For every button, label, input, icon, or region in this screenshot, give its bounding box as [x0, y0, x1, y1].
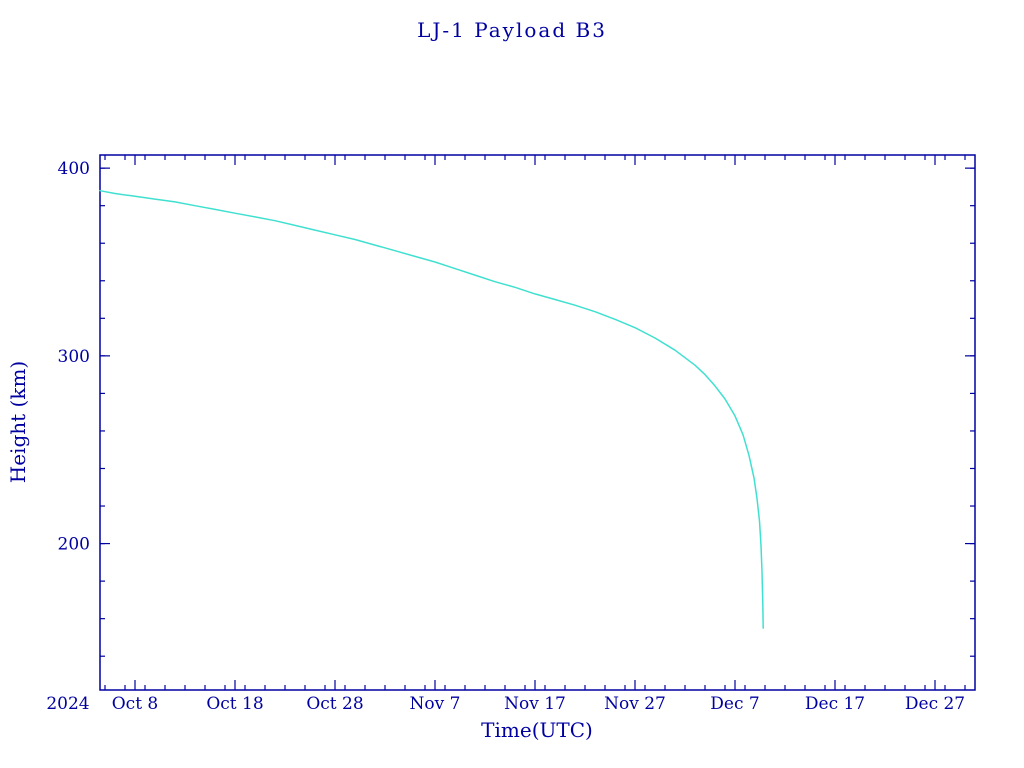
axes: Oct 8 Oct 18 Oct 28 Nov 7 Nov 17 Nov 27 Dec 7 D…	[58, 154, 976, 714]
x-tick-label: Dec 27	[905, 694, 965, 714]
decay-curve	[99, 189, 764, 629]
x-axis-year-label: 2024	[46, 694, 89, 714]
height-decay-line	[99, 189, 764, 629]
axis-labels: Height (km) Time(UTC) 2024	[6, 361, 593, 742]
x-tick-label: Nov 17	[504, 694, 566, 714]
x-axis-label: Time(UTC)	[481, 718, 593, 742]
y-axis-label: Height (km)	[6, 361, 30, 483]
plot-frame	[99, 154, 976, 691]
y-tick-label: 400	[58, 159, 90, 179]
x-tick-label: Nov 27	[604, 694, 666, 714]
x-tick-label: Oct 18	[206, 694, 263, 714]
y-tick-label: 200	[58, 535, 90, 555]
x-tick-label: Oct 8	[112, 694, 159, 714]
x-tick-label: Oct 28	[306, 694, 363, 714]
chart-title: LJ-1 Payload B3	[417, 18, 607, 42]
x-tick-label: Nov 7	[410, 694, 461, 714]
y-tick-label: 300	[58, 347, 90, 367]
x-tick-label: Dec 17	[805, 694, 865, 714]
x-tick-label: Dec 7	[710, 694, 759, 714]
